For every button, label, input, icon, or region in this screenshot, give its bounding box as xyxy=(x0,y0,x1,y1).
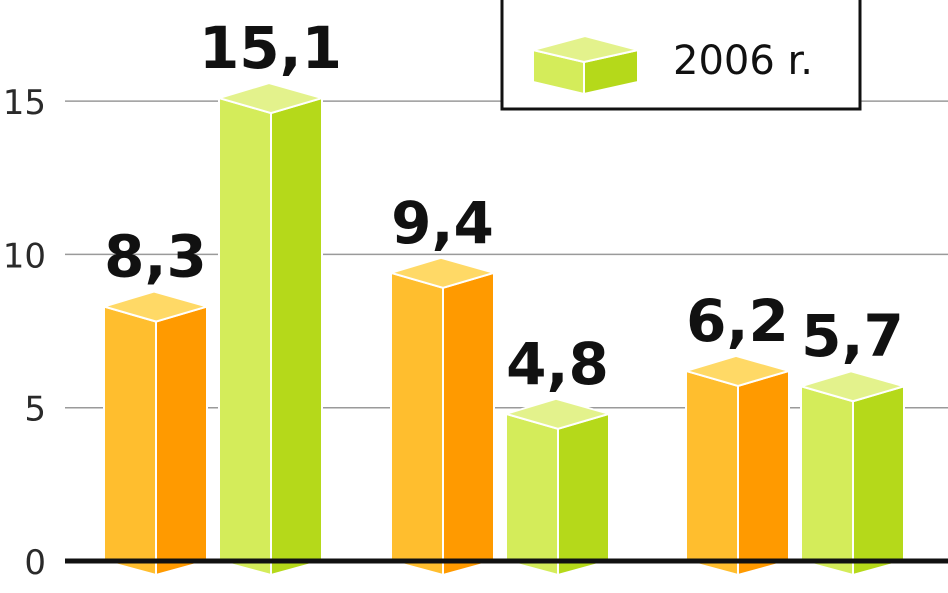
bars xyxy=(100,81,908,577)
bar-top-face xyxy=(100,290,211,323)
bar-front-face xyxy=(103,305,157,577)
y-tick-label: 15 xyxy=(3,83,46,123)
legend-swatch-2006 xyxy=(532,34,639,96)
bar-front-face xyxy=(505,412,559,577)
data-label: 4,8 xyxy=(506,330,609,398)
data-label: 15,1 xyxy=(199,14,342,82)
legend-swatch-top xyxy=(532,34,639,64)
legend-label-2006: 2006 r. xyxy=(673,38,813,84)
bar-front-face xyxy=(685,369,739,577)
bar-side-face xyxy=(737,369,790,577)
bar xyxy=(502,397,613,577)
bar-side-face xyxy=(852,384,905,577)
bar xyxy=(682,354,793,577)
bar xyxy=(797,370,908,577)
bar xyxy=(215,81,326,577)
data-label: 6,2 xyxy=(686,287,789,355)
bar-top-face xyxy=(502,397,613,430)
bar xyxy=(387,256,498,577)
bar-top-face xyxy=(215,81,326,115)
bar-top-face xyxy=(682,354,793,387)
y-tick-label: 10 xyxy=(3,236,46,276)
bar-side-face xyxy=(155,305,208,577)
legend: 2006 r. xyxy=(500,0,862,111)
bar-front-face xyxy=(390,271,444,577)
y-tick-label: 0 xyxy=(24,543,46,583)
data-label: 5,7 xyxy=(801,302,904,370)
bar-front-face xyxy=(218,96,272,577)
bar-side-face xyxy=(270,96,323,577)
bar-top-face xyxy=(797,370,908,403)
bar xyxy=(100,290,211,577)
bar-top-face xyxy=(387,256,498,289)
data-labels: 8,3 9,4 6,2 15,1 4,8 5,7 xyxy=(104,14,904,398)
y-axis: 0 5 10 15 xyxy=(3,83,46,583)
bar-front-face xyxy=(800,384,854,577)
data-label: 8,3 xyxy=(104,223,207,291)
y-tick-label: 5 xyxy=(24,390,46,430)
bar-side-face xyxy=(557,412,610,577)
bar-side-face xyxy=(442,271,495,577)
data-label: 9,4 xyxy=(391,189,494,257)
